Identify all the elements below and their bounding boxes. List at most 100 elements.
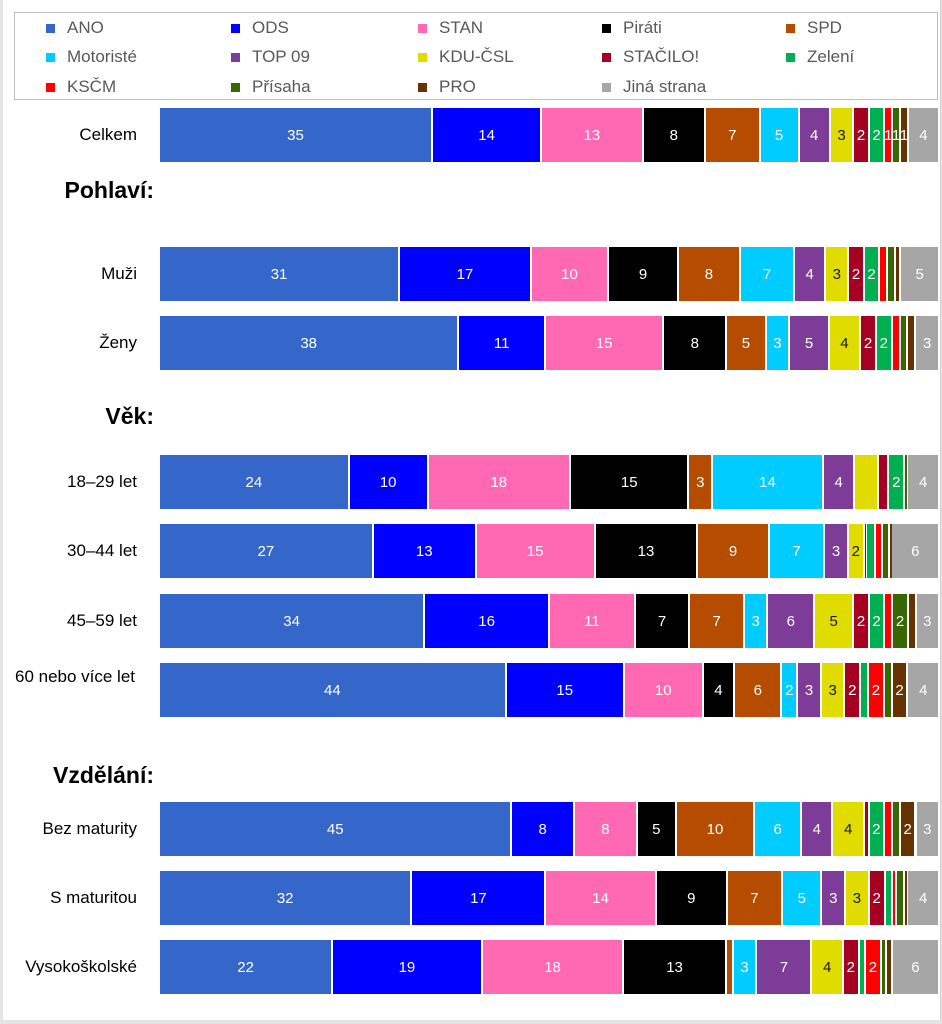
bar-segment-pirati: 13 xyxy=(595,524,697,578)
bar-segment-stacilo: 2 xyxy=(849,247,863,301)
legend-label: SPD xyxy=(807,18,842,37)
bar-segment-ano: 45 xyxy=(160,802,511,856)
bar-segment-ods: 13 xyxy=(373,524,475,578)
bar-segment-stacilo: 2 xyxy=(843,940,858,994)
data-label-jina: 3 xyxy=(923,334,932,352)
data-label-spd: 5 xyxy=(741,334,751,352)
data-label-ods: 16 xyxy=(478,612,495,630)
data-label-spd: 6 xyxy=(753,681,762,699)
bar-segment-top09: 4 xyxy=(795,247,825,301)
bar-segment-top09: 3 xyxy=(798,663,820,717)
bar-segment-spd: 7 xyxy=(727,871,782,925)
bar-segment-kscm xyxy=(885,594,892,648)
bar-segment-kducsl: 5 xyxy=(815,594,853,648)
data-label-ods: 11 xyxy=(493,334,510,352)
bar-segment-prisaha xyxy=(905,455,907,509)
legend-label: KDU-ČSL xyxy=(439,47,514,66)
data-label-spd: 7 xyxy=(712,612,721,630)
legend-label: STAN xyxy=(439,18,484,37)
legend-item-ods: ODS xyxy=(231,18,289,38)
bar-segment-motoriste: 7 xyxy=(769,524,824,578)
data-label-jina: 4 xyxy=(919,889,928,907)
data-label-stacilo: 2 xyxy=(846,958,855,976)
bar-segment-stacilo: 2 xyxy=(845,663,860,717)
category-label: 18–29 let xyxy=(67,472,137,491)
bar-segment-jina: 3 xyxy=(916,594,938,648)
data-label-ano: 34 xyxy=(283,612,300,630)
bar-segment-stacilo: 2 xyxy=(861,316,875,370)
data-label-kducsl: 3 xyxy=(837,126,846,144)
bar-segment-zeleni: 2 xyxy=(864,247,879,301)
data-label-jina: 4 xyxy=(919,126,928,144)
bar-segment-kducsl xyxy=(855,455,878,509)
legend-swatch-ods xyxy=(231,23,240,33)
data-label-pro: 2 xyxy=(895,681,904,699)
bar-segment-jina: 4 xyxy=(908,108,938,162)
bar-segment-jina: 4 xyxy=(908,455,938,509)
bar-segment-zeleni: 2 xyxy=(869,108,884,162)
legend-item-pirati: Piráti xyxy=(602,18,662,38)
category-label: Muži xyxy=(101,264,137,283)
data-label-zeleni: 2 xyxy=(872,820,881,838)
bar-segment-pro: 1 xyxy=(900,108,908,162)
bar-segment-spd xyxy=(726,940,732,994)
data-label-ods: 13 xyxy=(415,542,433,560)
legend-label: TOP 09 xyxy=(252,47,310,66)
legend-swatch-ano xyxy=(46,23,55,33)
legend-swatch-jina xyxy=(602,82,611,92)
bar-segment-pro xyxy=(887,940,891,994)
data-label-pirati: 9 xyxy=(687,889,696,907)
data-label-stan: 18 xyxy=(490,473,508,491)
bar-segment-jina: 6 xyxy=(892,524,938,578)
legend-label: ANO xyxy=(67,18,104,37)
bar-segment-pirati: 8 xyxy=(664,316,726,370)
legend-item-stan: STAN xyxy=(418,18,483,38)
legend-label: KSČM xyxy=(67,77,117,96)
legend-swatch-motoriste xyxy=(46,52,55,62)
data-label-stan: 8 xyxy=(601,820,610,838)
bar-segment-pro xyxy=(908,316,915,370)
data-label-stacilo: 2 xyxy=(863,334,873,352)
bar-segment-spd: 9 xyxy=(698,524,768,578)
data-label-spd: 9 xyxy=(728,542,738,560)
legend-item-stacilo: STAČILO! xyxy=(602,47,699,67)
data-label-jina: 3 xyxy=(923,820,932,838)
bar-segment-stacilo: 2 xyxy=(854,108,868,162)
bar-segment-ods: 10 xyxy=(349,455,427,509)
legend-label: Přísaha xyxy=(252,77,311,96)
legend-swatch-pro xyxy=(418,82,427,92)
bar-segment-stacilo: 2 xyxy=(854,594,868,648)
bar-segment-top09: 3 xyxy=(825,524,847,578)
bar-segment-kscm xyxy=(893,871,896,925)
bar-segment-motoriste: 14 xyxy=(713,455,822,509)
bar-segment-ano: 22 xyxy=(160,940,332,994)
data-label-stan: 14 xyxy=(592,889,609,907)
data-label-zeleni: 2 xyxy=(867,265,876,283)
data-label-jina: 6 xyxy=(911,542,920,560)
data-label-stan: 18 xyxy=(544,958,561,976)
bar-segment-jina: 3 xyxy=(916,802,938,856)
data-label-pirati: 13 xyxy=(637,542,655,560)
bar-segment-spd: 8 xyxy=(678,247,739,301)
data-label-jina: 5 xyxy=(915,265,924,283)
legend-item-kducsl: KDU-ČSL xyxy=(418,47,514,67)
bar-segment-stacilo xyxy=(864,524,867,578)
data-label-spd: 8 xyxy=(704,265,714,283)
data-label-kscm: 2 xyxy=(868,958,878,976)
bar-segment-pirati: 7 xyxy=(635,594,689,648)
data-label-kducsl: 4 xyxy=(840,334,849,352)
bar-segment-stan: 8 xyxy=(575,802,636,856)
bar-segment-ano: 24 xyxy=(160,455,348,509)
bar-segment-prisaha xyxy=(897,871,904,925)
data-label-kducsl: 3 xyxy=(832,265,841,283)
bar-segment-ods: 15 xyxy=(506,663,623,717)
legend-swatch-pirati xyxy=(602,23,611,33)
bar-segment-pro xyxy=(895,247,900,301)
data-label-top09: 6 xyxy=(786,612,795,630)
data-label-pirati: 4 xyxy=(714,681,723,699)
bar-segment-kducsl: 4 xyxy=(812,940,842,994)
legend-label: PRO xyxy=(439,77,476,96)
category-label: Vysokoškolské xyxy=(25,957,137,976)
bar-segment-prisaha: 1 xyxy=(892,108,900,162)
data-label-prisaha: 2 xyxy=(895,612,905,630)
